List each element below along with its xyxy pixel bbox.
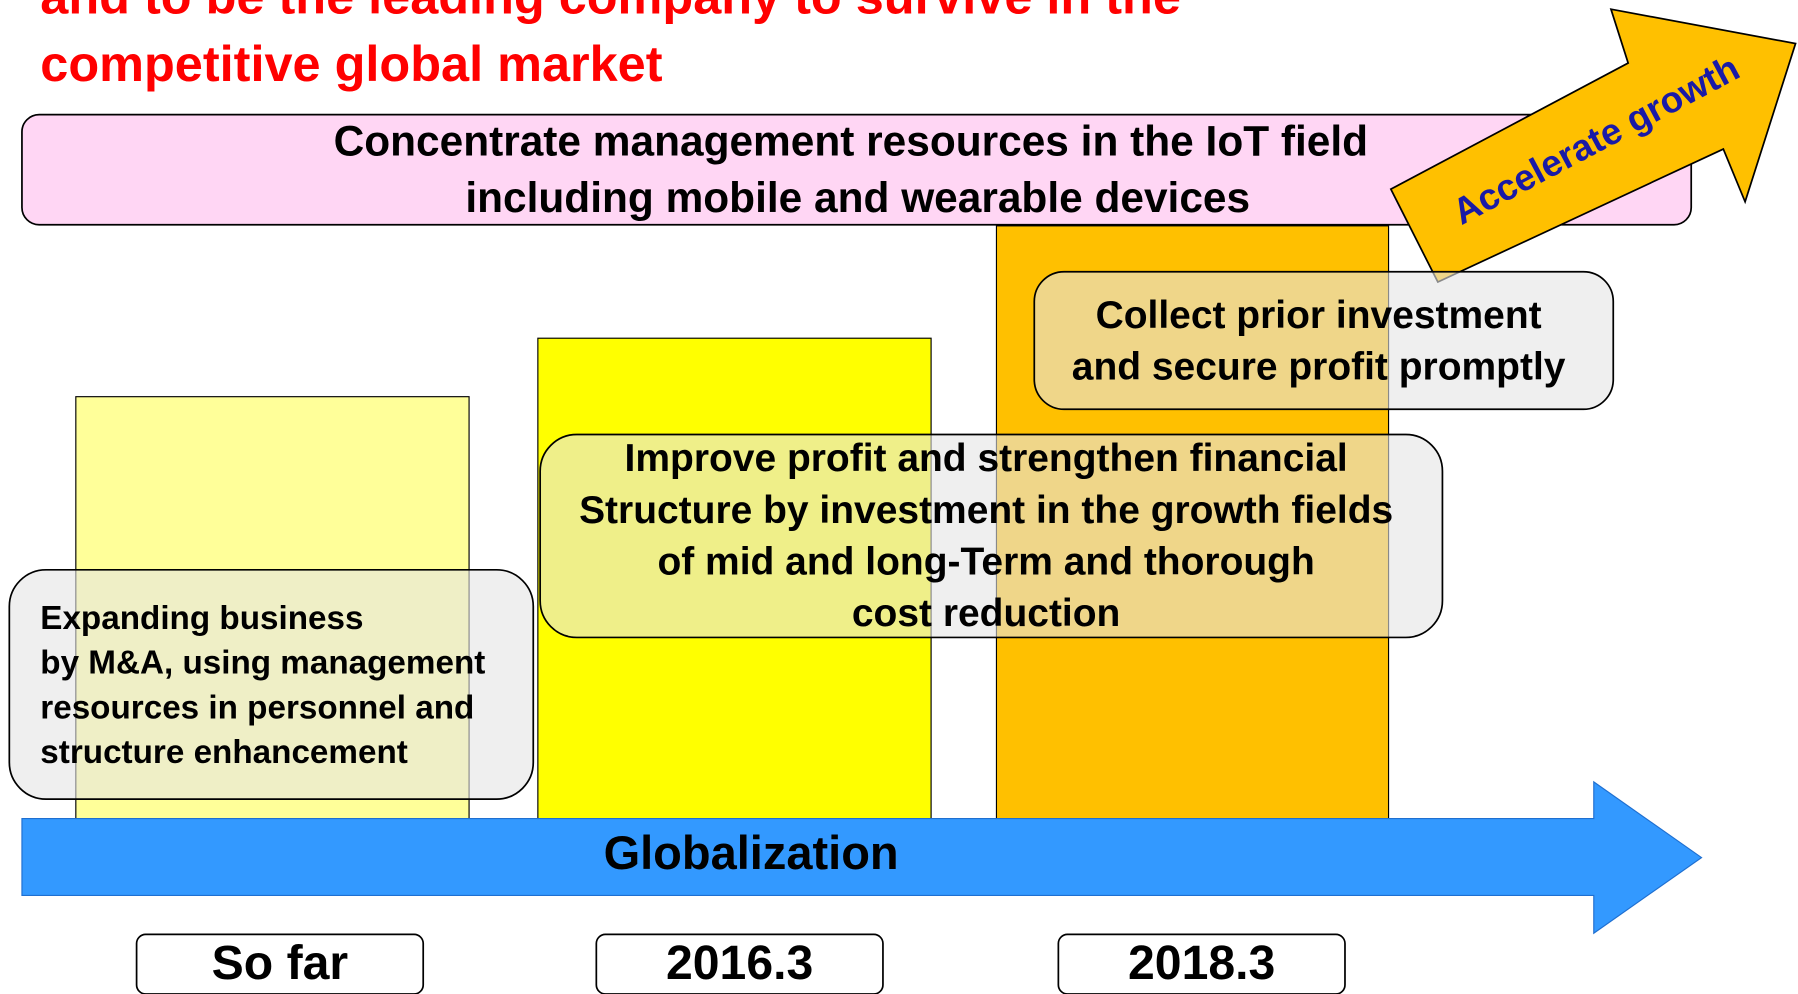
box-line: cost reduction <box>852 592 1120 635</box>
text-box <box>1033 270 1615 411</box>
box-line: and secure profit promptly <box>1072 345 1566 388</box>
box-line: Collect prior investment <box>1096 294 1542 337</box>
banner-line: Concentrate management resources in the … <box>334 118 1368 165</box>
title-line: competitive global market <box>40 35 662 92</box>
period-label: 2018.3 <box>1128 936 1275 990</box>
box-line: resources in personnel and <box>40 689 474 726</box>
box-line: of mid and long-Term and thorough <box>657 540 1314 583</box>
growth-arrow <box>1389 8 1797 284</box>
period-box <box>135 933 425 994</box>
text-box <box>539 433 1444 639</box>
text-box <box>8 568 535 800</box>
title-line: and to be the leading company to survive… <box>40 0 1181 24</box>
box-line: Expanding business <box>40 600 363 637</box>
period-label: So far <box>212 936 348 990</box>
box-line: structure enhancement <box>40 734 408 771</box>
period-box <box>595 933 884 994</box>
period-label: 2016.3 <box>666 936 813 990</box>
box-line: by M&A, using management <box>40 645 485 682</box>
timeline-arrow <box>21 780 1703 935</box>
banner-line: including mobile and wearable devices <box>465 174 1250 221</box>
timeline-label: Globalization <box>604 826 899 879</box>
period-box <box>1057 933 1346 994</box>
box-line: Improve profit and strengthen financial <box>625 437 1348 480</box>
box-line: Structure by investment in the growth fi… <box>579 489 1393 532</box>
banner <box>21 113 1693 226</box>
